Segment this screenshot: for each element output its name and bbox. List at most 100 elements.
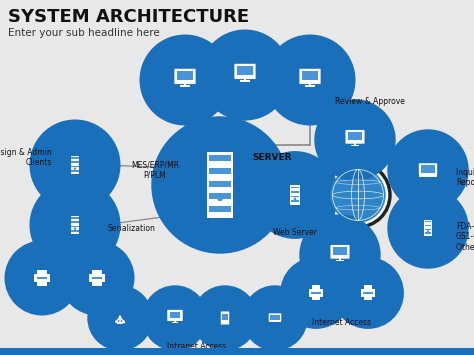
Bar [72, 217, 79, 219]
Text: Web Server: Web Server [273, 228, 317, 237]
Bar [313, 73, 320, 83]
Bar [309, 83, 311, 86]
Bar [71, 156, 79, 174]
Ellipse shape [71, 252, 123, 304]
Bar [92, 282, 102, 285]
Bar [72, 226, 79, 227]
Ellipse shape [252, 295, 298, 341]
Bar [92, 270, 102, 274]
Bar [270, 315, 280, 320]
Ellipse shape [327, 112, 383, 168]
Bar [351, 145, 359, 146]
Bar [237, 66, 253, 75]
Bar [269, 321, 281, 322]
Ellipse shape [154, 49, 216, 111]
Ellipse shape [193, 286, 257, 350]
Ellipse shape [74, 167, 76, 170]
FancyBboxPatch shape [234, 64, 255, 79]
Ellipse shape [400, 142, 456, 198]
Text: Enter your sub headline here: Enter your sub headline here [8, 28, 160, 38]
Bar [209, 193, 231, 199]
Ellipse shape [315, 100, 395, 180]
Ellipse shape [281, 258, 351, 328]
Ellipse shape [217, 196, 223, 201]
Ellipse shape [279, 49, 341, 111]
FancyBboxPatch shape [174, 69, 196, 84]
Text: Internet Access: Internet Access [312, 318, 372, 327]
Ellipse shape [252, 152, 338, 238]
Bar [188, 73, 195, 83]
Ellipse shape [44, 134, 106, 196]
Bar [425, 229, 431, 230]
Ellipse shape [325, 162, 391, 228]
Bar [339, 258, 341, 260]
Bar [348, 132, 362, 140]
Ellipse shape [265, 165, 325, 225]
Ellipse shape [214, 44, 276, 106]
Bar [72, 230, 79, 231]
Bar [358, 134, 364, 143]
Bar [354, 143, 356, 145]
Text: Serialization: Serialization [108, 224, 156, 233]
FancyBboxPatch shape [221, 311, 229, 324]
Bar [240, 81, 250, 82]
Ellipse shape [177, 142, 263, 228]
Bar [72, 162, 79, 163]
Bar [207, 152, 233, 218]
Ellipse shape [243, 286, 307, 350]
Ellipse shape [143, 286, 207, 350]
Text: SERVER: SERVER [252, 153, 292, 162]
Bar [364, 297, 373, 300]
Bar [291, 191, 299, 193]
FancyBboxPatch shape [346, 130, 365, 144]
Bar [244, 78, 246, 81]
Ellipse shape [74, 227, 76, 230]
Ellipse shape [400, 200, 456, 256]
Bar [180, 86, 190, 87]
Ellipse shape [122, 320, 125, 323]
Ellipse shape [427, 230, 429, 233]
Text: FDA-GUDID
GS1-GDSN
Other DBs: FDA-GUDID GS1-GDSN Other DBs [456, 222, 474, 252]
Ellipse shape [200, 30, 290, 120]
Ellipse shape [333, 258, 403, 328]
Bar [248, 69, 255, 78]
FancyBboxPatch shape [330, 245, 349, 259]
Ellipse shape [16, 252, 68, 304]
Ellipse shape [118, 316, 121, 318]
Bar [419, 174, 437, 176]
Ellipse shape [97, 295, 143, 341]
Bar [209, 168, 231, 174]
Ellipse shape [152, 295, 198, 341]
FancyBboxPatch shape [167, 310, 182, 321]
Bar [174, 321, 176, 322]
Bar [34, 274, 50, 282]
FancyBboxPatch shape [269, 313, 281, 321]
FancyBboxPatch shape [300, 69, 320, 84]
Bar [311, 285, 320, 289]
Bar [364, 285, 373, 289]
Text: Design & Admin
Clients: Design & Admin Clients [0, 148, 52, 168]
Ellipse shape [140, 35, 230, 125]
Bar [421, 165, 435, 173]
Bar [209, 155, 231, 162]
Bar [37, 282, 47, 285]
Bar [425, 225, 431, 226]
Bar [291, 187, 299, 189]
Bar [89, 274, 105, 282]
Bar [361, 289, 375, 297]
Text: MES/ERP/MR
P/PLM: MES/ERP/MR P/PLM [131, 160, 179, 179]
Ellipse shape [293, 197, 296, 200]
Bar [72, 222, 79, 223]
Ellipse shape [312, 227, 368, 283]
Bar [170, 312, 181, 318]
Bar [36, 277, 47, 279]
Ellipse shape [88, 286, 152, 350]
Ellipse shape [202, 295, 248, 341]
Bar [184, 83, 186, 86]
Ellipse shape [5, 241, 79, 315]
Bar [343, 249, 349, 257]
Bar [425, 221, 431, 223]
Ellipse shape [343, 268, 393, 318]
Bar [291, 200, 299, 202]
Bar [311, 292, 321, 294]
